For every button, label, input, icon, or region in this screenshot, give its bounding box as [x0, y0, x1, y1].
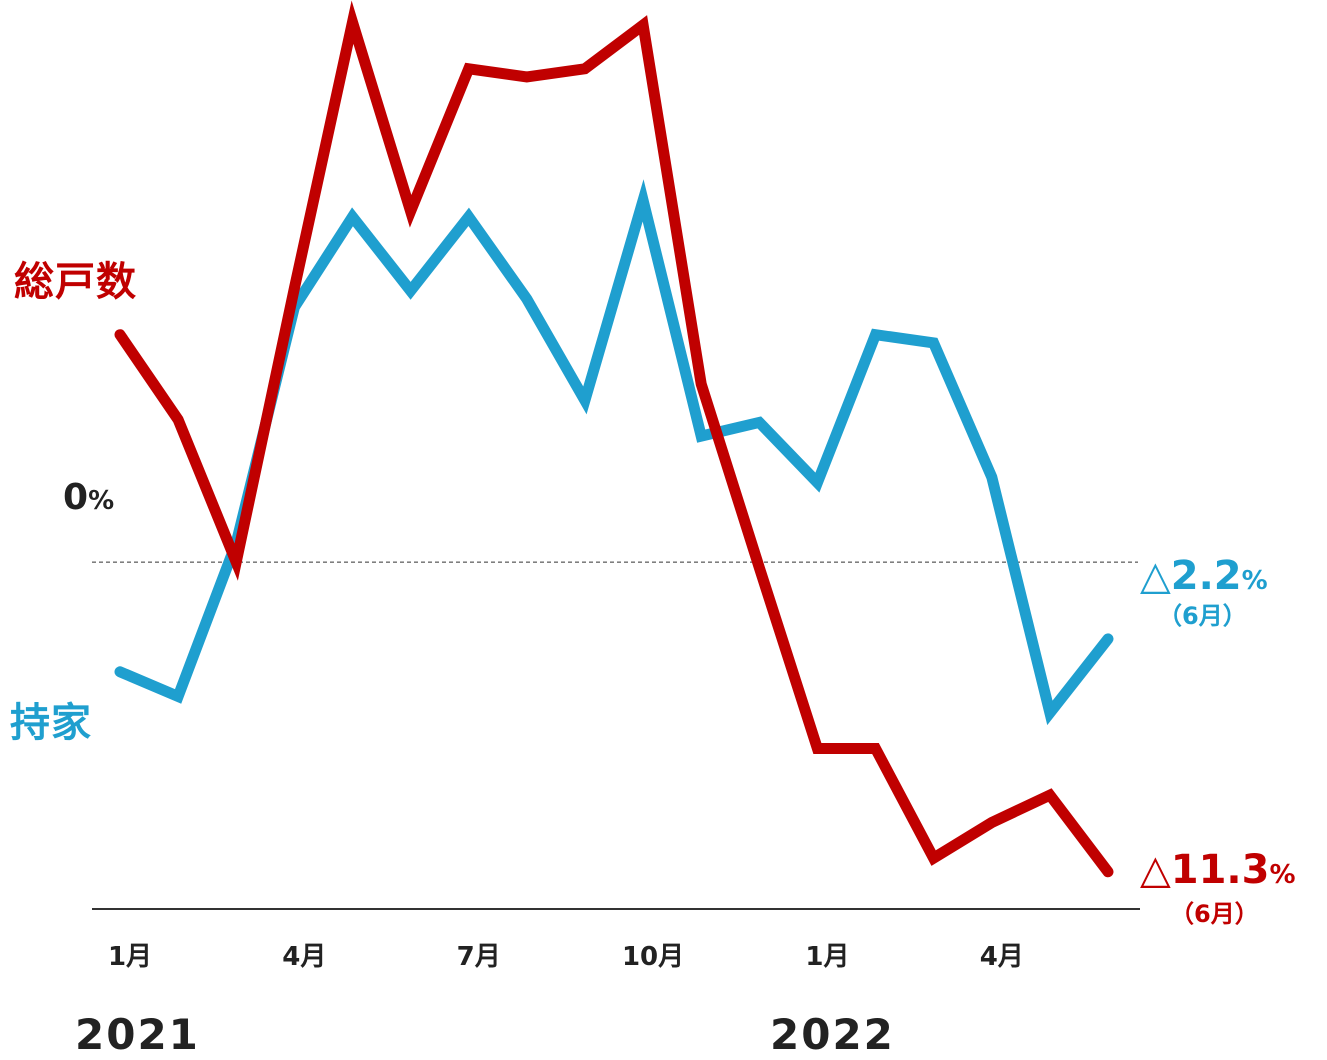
series-label-owner: 総戸数: [14, 259, 137, 305]
zero-label: 0%: [63, 480, 114, 516]
zero-unit: %: [88, 486, 115, 516]
end-value-owner: △11.3%: [1140, 850, 1296, 890]
year-label: 2021: [75, 1010, 200, 1059]
x-tick-label: 10月: [621, 942, 685, 972]
zero-value: 0: [63, 477, 89, 518]
x-tick-label: 4月: [282, 942, 327, 972]
x-tick-label: 1月: [805, 942, 850, 972]
series-line-total: [114, 179, 1114, 726]
end-value-total-number: △2.2: [1140, 553, 1242, 599]
x-tick-label: 7月: [456, 942, 501, 972]
end-note-owner: （6月）: [1170, 900, 1259, 928]
year-label: 2022: [770, 1010, 895, 1059]
x-tick-label: 4月: [979, 942, 1024, 972]
end-note-total: （6月）: [1158, 602, 1247, 630]
x-tick-label: 1月: [107, 942, 153, 972]
series-layer: [114, 0, 1114, 878]
end-value-owner-unit: %: [1269, 860, 1296, 890]
end-value-owner-number: △11.3: [1140, 847, 1270, 893]
end-value-total: △2.2%: [1140, 556, 1268, 596]
series-line-owner: [114, 0, 1114, 878]
series-label-total: 持家: [10, 700, 92, 746]
end-value-total-unit: %: [1241, 566, 1268, 596]
